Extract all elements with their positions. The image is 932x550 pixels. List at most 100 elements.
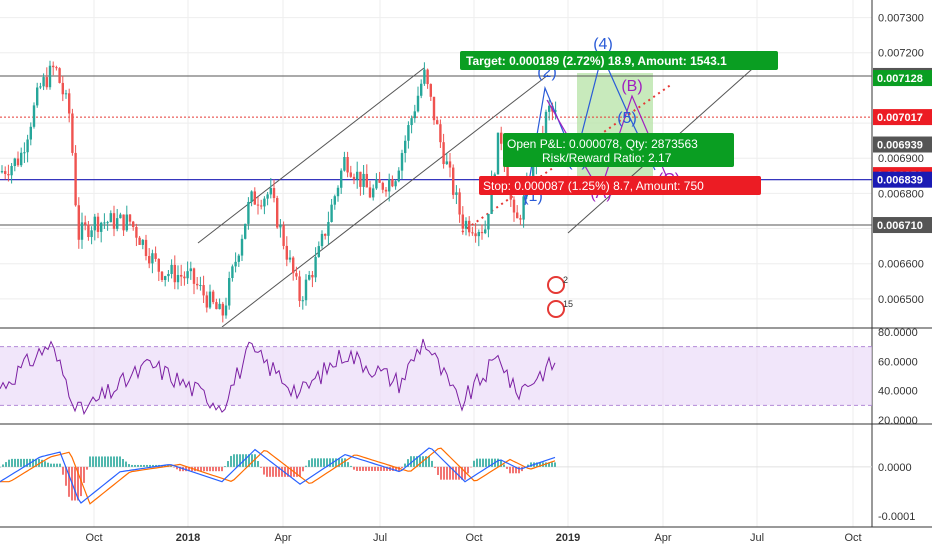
macd-histogram-bar xyxy=(0,466,1,468)
candle-body xyxy=(212,291,215,303)
macd-histogram-bar xyxy=(296,466,298,477)
macd-histogram-bar xyxy=(473,460,475,467)
macd-histogram-bar xyxy=(458,466,460,480)
price-label-bg xyxy=(873,217,932,234)
candle-body xyxy=(180,274,183,277)
candle-body xyxy=(356,171,359,180)
candle-body xyxy=(493,174,496,178)
candle-body xyxy=(292,257,295,274)
candle-body xyxy=(157,258,160,272)
macd-histogram-bar xyxy=(530,462,532,467)
candle-body xyxy=(167,273,170,277)
macd-histogram-bar xyxy=(23,458,25,467)
candle-body xyxy=(138,237,141,245)
macd-histogram-bar xyxy=(131,464,133,467)
macd-histogram-bar xyxy=(401,466,403,468)
macd-histogram-bar xyxy=(383,466,385,471)
candle-body xyxy=(154,253,157,259)
macd-histogram-bar xyxy=(137,464,139,467)
candle-body xyxy=(196,283,199,286)
macd-histogram-bar xyxy=(536,462,538,467)
candle-body xyxy=(106,222,109,224)
macd-histogram-bar xyxy=(143,464,145,467)
candle-body xyxy=(23,152,26,154)
event-markers[interactable]: 2 15 xyxy=(547,275,573,318)
macd-histogram-bar xyxy=(353,466,355,470)
macd-histogram-bar xyxy=(443,466,445,480)
macd-histogram-bar xyxy=(146,464,148,467)
macd-histogram-bar xyxy=(221,466,223,472)
macd-histogram-bar xyxy=(74,466,76,501)
macd-histogram-bar xyxy=(188,466,190,472)
candle-body xyxy=(192,268,196,284)
candle-body xyxy=(0,171,4,173)
candle-body xyxy=(352,176,356,180)
candle-body xyxy=(500,132,503,144)
macd-histogram-bar xyxy=(272,466,274,477)
candle-body xyxy=(336,187,340,197)
candle-body xyxy=(116,218,119,229)
price-tick-label: 0.007200 xyxy=(878,48,924,60)
price-label: 0.006710 xyxy=(877,220,923,232)
macd-pane[interactable] xyxy=(0,447,872,505)
macd-histogram-bar xyxy=(299,466,301,477)
macd-histogram-bar xyxy=(551,462,553,467)
candle-body xyxy=(103,222,106,224)
candle-body xyxy=(432,96,436,121)
macd-histogram-bar xyxy=(449,466,451,480)
target-label-bg xyxy=(460,51,778,70)
event-marker-icon xyxy=(547,276,565,294)
macd-histogram-bar xyxy=(248,454,250,467)
macd-histogram-bar xyxy=(122,459,124,467)
macd-histogram-bar xyxy=(152,464,154,467)
time-axis[interactable]: Oct 2018 Apr Jul Oct 2019 Apr Jul Oct xyxy=(85,532,861,544)
open-pnl-label-bg xyxy=(503,133,734,167)
candle-body xyxy=(240,238,244,256)
macd-histogram-bar xyxy=(350,465,352,467)
macd-histogram-bar xyxy=(266,466,268,477)
candle-body xyxy=(269,188,272,195)
candle-body xyxy=(71,113,74,153)
event-marker-count: 2 xyxy=(563,275,568,285)
macd-histogram-bar xyxy=(452,466,454,480)
macd-histogram-bar xyxy=(206,466,208,472)
candle-body xyxy=(317,246,320,257)
price-axis[interactable]: 0.007300 0.007200 0.006900 0.006800 0.006600… xyxy=(873,13,932,524)
candle-body xyxy=(20,152,23,166)
candle-body xyxy=(276,198,279,228)
macd-histogram-bar xyxy=(215,466,217,472)
candle-body xyxy=(100,222,103,232)
rsi-pane[interactable] xyxy=(0,338,872,416)
position-labels[interactable]: Target: 0.000189 (2.72%) 18.9, Amount: 1… xyxy=(460,51,778,195)
macd-histogram-bar xyxy=(359,466,361,471)
macd-histogram-bar xyxy=(491,458,493,467)
macd-histogram-bar xyxy=(20,458,22,467)
macd-histogram-bar xyxy=(281,466,283,477)
candle-body xyxy=(314,256,317,278)
candle-body xyxy=(237,255,240,262)
macd-histogram-bar xyxy=(47,462,49,467)
price-label: 0.007128 xyxy=(877,73,923,85)
macd-histogram-bar xyxy=(362,466,364,471)
candle-body xyxy=(311,274,314,278)
candle-body xyxy=(52,65,55,68)
candle-body xyxy=(183,276,186,279)
price-label-bg xyxy=(873,70,932,87)
risk-reward-label: Risk/Reward Ratio: 2.17 xyxy=(542,151,672,165)
candle-body xyxy=(256,204,260,206)
candle-body xyxy=(16,158,20,166)
candle-body xyxy=(327,221,330,236)
candle-body xyxy=(349,172,352,177)
macd-histogram-bar xyxy=(410,456,412,467)
candle-body xyxy=(308,274,311,280)
price-tick-label: 0.006800 xyxy=(878,188,924,200)
candle-body xyxy=(186,271,189,279)
candle-body xyxy=(388,179,391,192)
macd-histogram-bar xyxy=(230,455,232,467)
candle-body xyxy=(176,274,180,283)
macd-histogram-bar xyxy=(125,461,127,467)
macd-histogram-bar xyxy=(17,458,19,467)
macd-histogram-bar xyxy=(179,466,181,472)
macd-histogram-bar xyxy=(104,456,106,467)
